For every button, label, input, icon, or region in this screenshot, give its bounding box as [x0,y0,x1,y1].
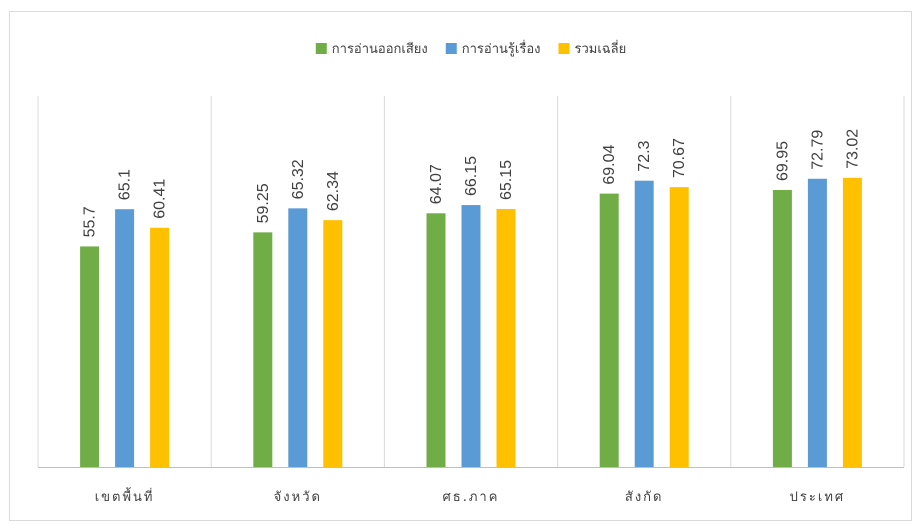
bars [80,177,862,468]
x-axis: เขตพื้นที่ จังหวัด ศธ.ภาค สังกัด ประเทศ [38,467,904,505]
data-label: 55.7 [82,206,99,237]
data-label: 64.07 [428,164,445,204]
legend-label: การอ่านรู้เรื่อง [462,40,541,57]
data-label: 65.32 [290,159,307,199]
bar [807,178,827,468]
legend-label: การอ่านออกเสียง [332,41,428,57]
data-label: 66.15 [463,156,480,196]
bar [599,193,619,467]
gridlines [37,96,905,467]
data-label: 60.41 [152,179,169,219]
bar [80,246,100,467]
data-label: 65.15 [498,160,515,200]
x-tick-label: ศธ.ภาค [443,490,500,505]
legend-label: รวมเฉลี่ย [574,40,626,57]
x-tick-label: จังหวัด [274,490,322,505]
bar [426,213,446,467]
x-tick-label: เขตพื้นที่ [95,487,155,505]
data-label: 70.67 [671,138,688,178]
legend-swatch [315,43,327,54]
data-label: 73.02 [844,129,861,169]
data-label: 65.1 [117,169,134,200]
bar [496,209,516,468]
legend: การอ่านออกเสียง การอ่านรู้เรื่อง รวมเฉลี่ย [315,40,626,57]
data-label: 62.34 [325,171,342,211]
bar [253,232,273,467]
data-label: 69.95 [774,141,791,181]
data-labels: 55.7 65.1 60.41 59.25 65.32 62.34 64.07 66.15 65… [82,129,862,238]
bar [772,189,792,468]
x-tick-label: ประเทศ [790,490,845,505]
legend-swatch [558,43,570,54]
data-label: 72.79 [809,130,826,170]
bar-chart: การอ่านออกเสียง การอ่านรู้เรื่อง รวมเฉลี่ย… [37,40,905,505]
bar [461,205,481,467]
data-label: 59.25 [255,183,272,223]
bar [150,227,170,467]
x-tick-label: สังกัด [625,490,664,505]
bar [634,180,654,467]
bar [842,177,862,467]
data-label: 69.04 [601,144,618,184]
chart-area: การอ่านออกเสียง การอ่านรู้เรื่อง รวมเฉลี่ย… [9,11,912,521]
bar [669,187,689,468]
legend-swatch [445,43,457,54]
data-label: 72.3 [636,140,653,171]
bar [323,220,343,467]
bar [115,209,135,468]
bar [288,208,308,467]
